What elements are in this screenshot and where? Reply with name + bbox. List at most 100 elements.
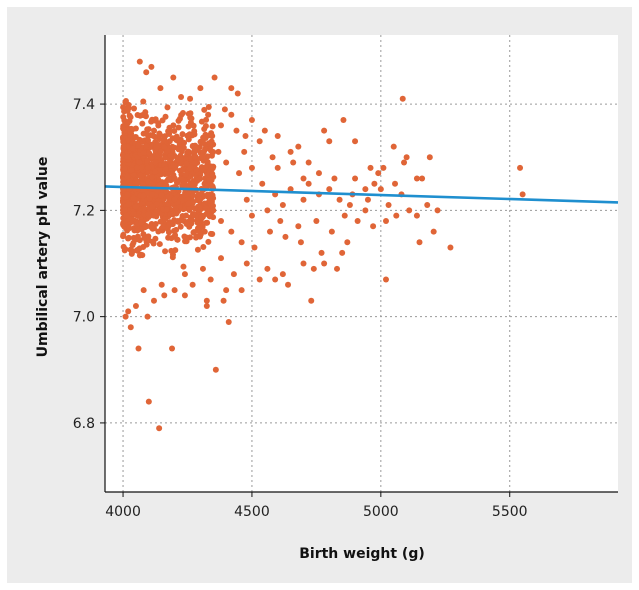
data-point: [202, 123, 209, 130]
data-point: [165, 229, 172, 236]
data-point: [236, 170, 243, 177]
data-point: [169, 251, 176, 258]
data-point: [238, 239, 245, 246]
x-axis-ticks: 4000 4500 5000 5500: [105, 492, 528, 520]
data-point: [120, 125, 127, 132]
data-point: [134, 227, 141, 234]
y-tick-label: 7.2: [73, 203, 95, 219]
data-point: [171, 127, 178, 134]
data-point: [126, 225, 133, 232]
data-point: [209, 133, 216, 140]
data-point: [313, 217, 320, 224]
data-point: [140, 287, 147, 294]
data-point: [120, 114, 127, 121]
data-point: [161, 144, 168, 151]
data-point: [175, 179, 182, 186]
data-point: [264, 207, 271, 214]
data-point: [300, 175, 307, 182]
data-point: [164, 193, 171, 200]
data-point: [248, 117, 255, 124]
data-point: [334, 265, 341, 272]
data-point: [256, 138, 263, 145]
data-point: [416, 239, 423, 246]
data-point: [151, 127, 158, 134]
plot-area: [105, 35, 618, 492]
data-point: [215, 148, 222, 155]
data-point: [259, 180, 266, 187]
data-point: [124, 153, 131, 160]
data-point: [157, 218, 164, 225]
data-point: [279, 202, 286, 209]
data-point: [156, 241, 163, 248]
data-point: [175, 117, 182, 124]
data-point: [162, 133, 169, 140]
data-point: [120, 233, 127, 240]
data-point: [318, 249, 325, 256]
data-point: [181, 271, 188, 278]
data-point: [210, 207, 217, 214]
data-point: [196, 191, 203, 198]
data-point: [187, 119, 194, 126]
data-point: [344, 239, 351, 246]
data-point: [152, 168, 159, 175]
data-point: [164, 104, 171, 111]
data-point: [218, 255, 225, 262]
data-point: [148, 63, 155, 70]
data-point: [218, 122, 225, 129]
data-point: [413, 175, 420, 182]
data-point: [132, 134, 139, 141]
data-point: [182, 171, 189, 178]
data-point: [158, 281, 165, 288]
data-point: [145, 178, 152, 185]
data-point: [290, 159, 297, 166]
data-point: [419, 175, 426, 182]
data-point: [370, 223, 377, 230]
data-point: [218, 217, 225, 224]
data-point: [248, 212, 255, 219]
data-point: [183, 234, 190, 241]
data-point: [171, 196, 178, 203]
data-point: [203, 303, 210, 310]
data-point: [447, 244, 454, 251]
data-point: [326, 138, 333, 145]
data-point: [375, 170, 382, 177]
data-point: [336, 196, 343, 203]
data-point: [248, 164, 255, 171]
data-point: [377, 186, 384, 193]
data-point: [385, 202, 392, 209]
data-point: [194, 246, 201, 253]
data-point: [128, 250, 135, 257]
data-point: [191, 147, 198, 154]
data-point: [264, 265, 271, 272]
data-point: [261, 127, 268, 134]
data-point: [203, 297, 210, 304]
x-tick-label: 5000: [363, 504, 399, 520]
data-point: [234, 90, 241, 97]
data-point: [175, 124, 182, 131]
data-point: [120, 243, 127, 250]
data-point: [189, 132, 196, 139]
data-point: [167, 152, 174, 159]
data-point: [170, 161, 177, 168]
data-point: [132, 203, 139, 210]
data-point: [199, 153, 206, 160]
data-point: [140, 149, 147, 156]
data-point: [230, 271, 237, 278]
data-point: [162, 154, 169, 161]
data-point: [162, 165, 169, 172]
data-point: [321, 260, 328, 267]
data-point: [274, 164, 281, 171]
data-point: [212, 366, 219, 373]
data-point: [208, 163, 215, 170]
data-point: [120, 152, 127, 159]
data-point: [223, 287, 230, 294]
data-point: [138, 164, 145, 171]
data-point: [136, 159, 143, 166]
data-point: [346, 202, 353, 209]
data-point: [241, 148, 248, 155]
data-point: [149, 174, 156, 181]
data-point: [220, 297, 227, 304]
data-point: [127, 114, 134, 121]
data-point: [192, 234, 199, 241]
data-point: [223, 159, 230, 166]
